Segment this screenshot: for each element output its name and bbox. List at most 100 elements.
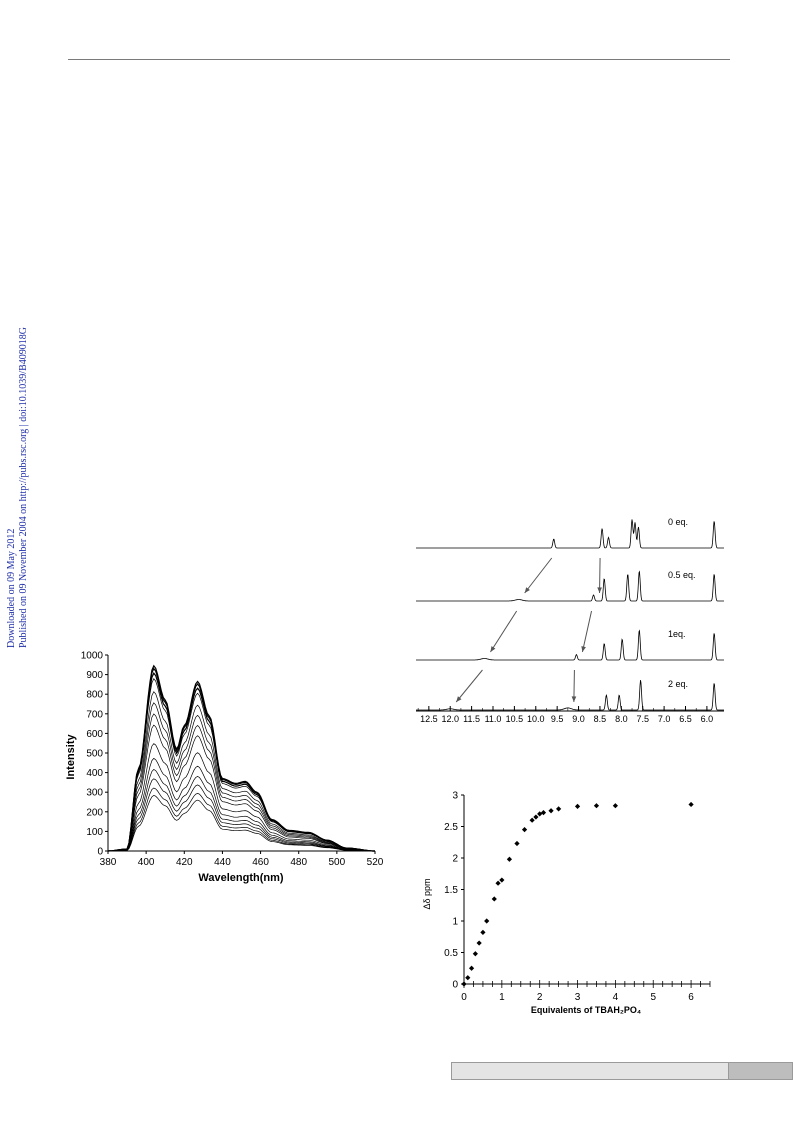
data-point (468, 965, 475, 971)
x-ticks: 380 400 420 440 460 480 500 520 (100, 851, 384, 868)
trace-label: 2 eq. (668, 679, 688, 689)
spectrum-line (108, 769, 375, 852)
ppm-tick-label: 8.0 (615, 714, 628, 724)
x-ticks: 0 1 2 3 4 5 6 (461, 980, 711, 1003)
nmr-trace (416, 519, 724, 549)
trace-label: 1eq. (668, 629, 686, 639)
x-tick-label: 480 (290, 857, 307, 868)
y-tick-label: 1 (452, 917, 458, 928)
spectrum-line (108, 743, 375, 852)
data-point (574, 803, 581, 809)
ppm-tick-label: 7.5 (636, 714, 649, 724)
data-point (480, 929, 486, 935)
ppm-axis: 12.5 12.0 11.5 11.0 10.5 10.0 9.5 9.0 8.5 8.0 7.5 7… (416, 706, 724, 724)
spectrum-line (108, 757, 375, 852)
ppm-tick-label: 10.5 (506, 714, 524, 724)
data-point (495, 880, 501, 886)
shift-arrow (455, 669, 483, 703)
publication-note: Published on 09 November 2004 on http://… (18, 327, 29, 648)
shift-arrow (524, 557, 553, 594)
header-rule (68, 59, 730, 60)
data-point (521, 827, 528, 833)
spectrum-line (108, 702, 375, 852)
y-tick-label: 0 (452, 980, 458, 991)
footer-bar-right (729, 1062, 793, 1080)
y-tick-label: 500 (86, 749, 103, 760)
arrow-head (456, 696, 462, 702)
x-tick-label: 400 (138, 857, 155, 868)
x-tick-label: 520 (367, 857, 384, 868)
y-tick-label: 800 (86, 690, 103, 701)
spectrum-line (108, 724, 375, 852)
data-point (556, 806, 562, 812)
x-tick-label: 440 (214, 857, 231, 868)
data-point (506, 856, 513, 862)
footer-bar (451, 1062, 793, 1080)
data-point (529, 817, 535, 823)
ppm-tick-label: 12.0 (441, 714, 459, 724)
spectrum-line (107, 667, 375, 852)
ppm-tick-label: 10.0 (527, 714, 545, 724)
x-tick-label: 460 (252, 857, 269, 868)
data-point (688, 801, 694, 808)
y-tick-label: 700 (86, 709, 103, 720)
arrow-head (490, 646, 496, 652)
shift-arrow (599, 557, 601, 594)
ppm-tick-label: 7.0 (658, 714, 671, 724)
ppm-tick-label: 11.0 (485, 714, 502, 724)
spectra-lines (107, 664, 375, 852)
y-tick-label: 900 (86, 670, 103, 681)
spectrum-line (108, 713, 375, 852)
data-point (533, 814, 539, 820)
footer-bar-left (451, 1062, 729, 1080)
x-tick-label: 1 (499, 992, 505, 1003)
spectrum-line (108, 778, 375, 852)
x-axis-label: Wavelength(nm) (198, 872, 283, 884)
y-tick-label: 0 (97, 847, 103, 858)
data-point (465, 975, 471, 981)
nmr-trace (416, 680, 724, 711)
data-point (514, 840, 520, 847)
trace-label: 0 eq. (668, 517, 688, 527)
x-tick-label: 420 (176, 857, 193, 868)
ppm-tick-label: 11.5 (463, 714, 480, 724)
ppm-tick-label: 8.5 (594, 714, 607, 724)
y-tick-label: 100 (86, 827, 103, 838)
y-ticks: 0 0.5 1 1.5 2 2.5 3 (444, 791, 464, 991)
y-tick-label: 200 (86, 807, 103, 818)
spectrum-line (107, 664, 375, 852)
data-point (593, 803, 600, 809)
download-note: Downloaded on 09 May 2012 (6, 528, 17, 648)
arrow-head (597, 587, 602, 593)
x-tick-label: 500 (329, 857, 346, 868)
data-point (499, 877, 505, 883)
data-point (461, 981, 467, 987)
x-tick-label: 4 (613, 992, 619, 1003)
nmr-trace (416, 570, 724, 602)
x-tick-label: 3 (575, 992, 581, 1003)
y-axis-label: Δδ ppm (422, 878, 432, 909)
spectrum-line (107, 678, 375, 852)
x-tick-label: 5 (650, 992, 656, 1003)
x-tick-label: 0 (461, 992, 467, 1003)
spectrum-line (108, 787, 375, 852)
data-point (612, 803, 618, 809)
ppm-tick-label: 9.0 (572, 714, 585, 724)
x-axis-label: Equivalents of TBAH₂PO₄ (531, 1005, 641, 1015)
shift-arrow (581, 610, 593, 653)
x-tick-label: 6 (688, 992, 694, 1003)
ppm-tick-label: 6.0 (701, 714, 714, 724)
ppm-tick-label: 9.5 (551, 714, 564, 724)
y-tick-label: 400 (86, 768, 103, 779)
trace-label: 0.5 eq. (668, 570, 696, 580)
y-tick-label: 600 (86, 729, 103, 740)
titration-chart: 0 0.5 1 1.5 2 2.5 3 0 1 2 3 4 5 6 Δδ ppm Equivalents… (422, 791, 711, 1015)
y-tick-label: 300 (86, 788, 103, 799)
data-point (491, 896, 497, 902)
shift-arrows (455, 557, 602, 703)
y-tick-label: 3 (452, 791, 458, 802)
y-tick-label: 0.5 (444, 948, 458, 959)
data-point (484, 918, 490, 924)
data-point (476, 940, 482, 946)
arrow-head (571, 696, 577, 702)
